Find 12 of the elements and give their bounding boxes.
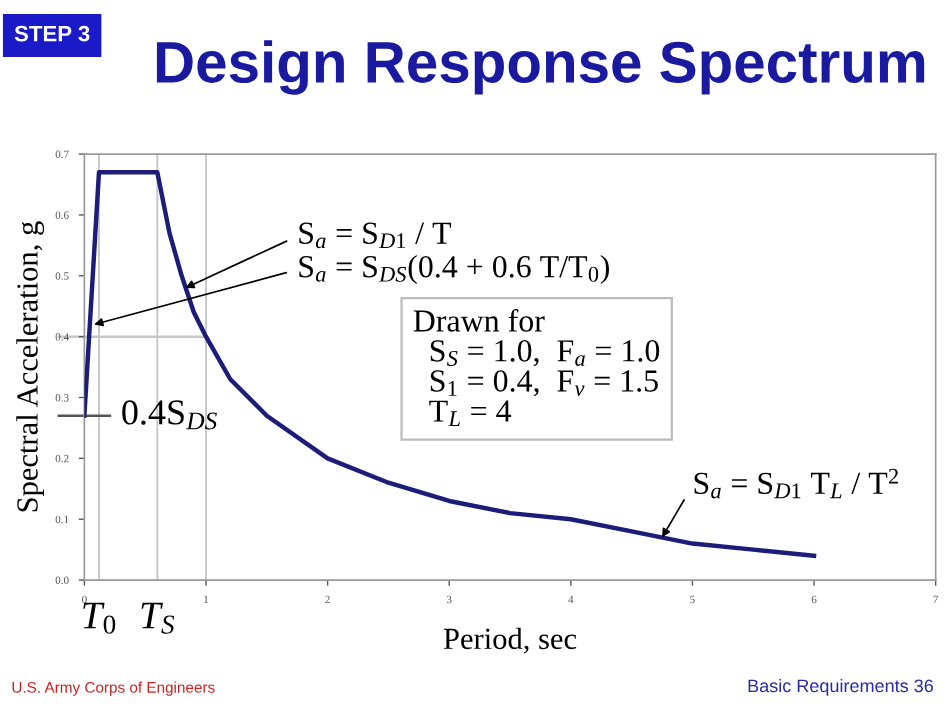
ref-line-label: T$_{S}$: [141, 602, 175, 634]
ref-line-label: T$_{0}$: [83, 602, 116, 634]
ref-line-label: 0.4S$_{DS}$: [122, 400, 217, 430]
y-axis-title: Spectral Acceleration, g: [16, 221, 45, 512]
annotation: S$_{a}$ = S$_{D1}$ / T: [299, 222, 452, 249]
text: Drawn for S$_{S}$ = 1.0, F$_{a}$ = 1.0 S$_{1}$ = 0.4, F$_{v}$ = 1.5 T$_{L}$ = 4: [413, 308, 660, 426]
text: STEP 3: [14, 25, 90, 42]
annotation: S$_{a}$ = S$_{D1}$ T$_{L}$ / T$^{2}$: [694, 468, 898, 499]
annotation: S$_{a}$ = S$_{DS}$(0.4 + 0.6 T/T$_{0}$): [299, 255, 609, 284]
x-axis-title: Period, sec: [443, 627, 577, 654]
text: Basic Requirements 36: [748, 678, 933, 696]
chart-title: Design Response Spectrum: [156, 40, 925, 95]
